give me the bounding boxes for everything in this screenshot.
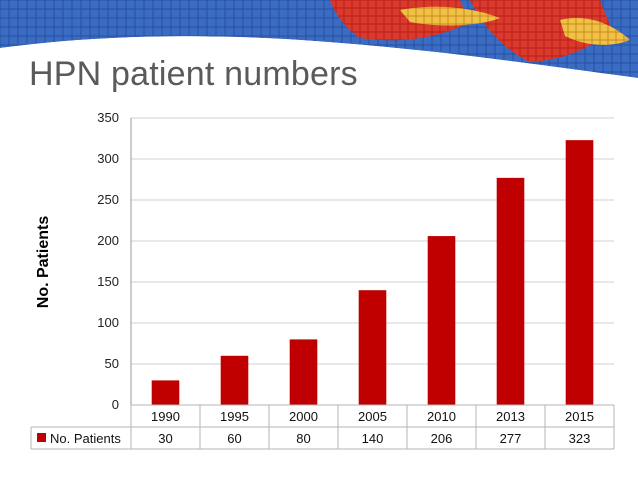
y-tick-label: 350 [97, 110, 119, 125]
x-category-label: 2000 [289, 409, 318, 424]
y-tick-label: 150 [97, 274, 119, 289]
data-table-value: 60 [227, 431, 241, 446]
bars [151, 140, 594, 405]
x-category-label: 1990 [151, 409, 180, 424]
data-table-value: 140 [362, 431, 384, 446]
data-table-value: 206 [431, 431, 453, 446]
y-tick-label: 100 [97, 315, 119, 330]
bar-1995 [220, 355, 249, 405]
y-tick-label: 300 [97, 151, 119, 166]
x-category-label: 2010 [427, 409, 456, 424]
data-table: 1990 30 1995 60 2000 80 2005 140 2010 206 2013 277 2… [30, 404, 615, 450]
x-category-label: 1995 [220, 409, 249, 424]
x-category-label: 2013 [496, 409, 525, 424]
axes: 0 50 100 150 200 250 300 350 [97, 110, 132, 412]
data-table-value: 323 [569, 431, 591, 446]
slide-title: HPN patient numbers [29, 55, 358, 93]
bar-1990 [151, 380, 180, 405]
data-table-value: 80 [296, 431, 310, 446]
y-tick-label: 200 [97, 233, 119, 248]
y-tick-label: 250 [97, 192, 119, 207]
bar-2010 [427, 236, 456, 405]
y-axis-title: No. Patients [35, 216, 52, 309]
mosaic-banner [0, 0, 638, 80]
data-table-value: 277 [500, 431, 522, 446]
bar-2015 [565, 140, 594, 405]
legend-key [37, 433, 46, 442]
x-category-label: 2015 [565, 409, 594, 424]
bar-2005 [358, 290, 387, 405]
data-table-value: 30 [158, 431, 172, 446]
legend-series-name: No. Patients [50, 431, 121, 446]
y-tick-label: 0 [112, 397, 119, 412]
y-tick-label: 50 [105, 356, 119, 371]
bar-2013 [496, 177, 525, 405]
bar-2000 [289, 339, 318, 405]
x-category-label: 2005 [358, 409, 387, 424]
